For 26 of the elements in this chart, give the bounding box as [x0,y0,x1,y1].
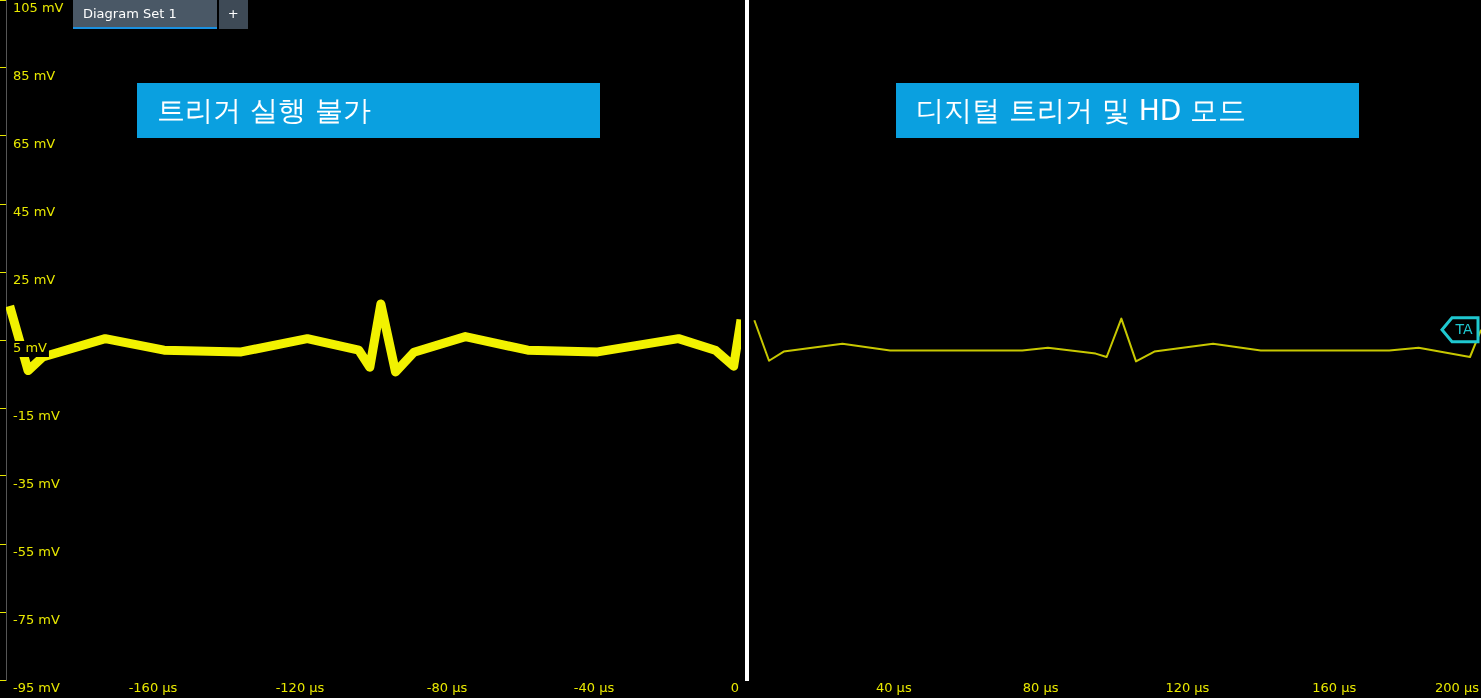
y-tick-label: 85 mV [13,68,56,84]
y-tick-label: -35 mV [13,476,61,492]
annotation: TA [1454,321,1473,338]
x-tick-label: 40 µs [875,680,912,696]
x-tick-label: -80 µs [426,680,468,696]
x-tick-label: 0 [730,680,740,696]
x-tick-label: 80 µs [1022,680,1059,696]
title-box: 트리거 실행 불가 [137,83,600,138]
title-box: 디지털 트리거 및 HD 모드 [896,83,1359,138]
annotation: Diagram Set 1 [73,0,217,29]
y-tick-label: 105 mV [13,0,64,16]
y-tick-label: -95 mV [13,680,61,696]
y-tick-label: 65 mV [13,136,56,152]
x-tick-label: 200 µs [1435,680,1480,696]
x-tick-label: 120 µs [1165,680,1210,696]
x-tick-label: -40 µs [573,680,615,696]
y-tick-label: 5 mV [13,340,48,356]
y-tick-label: 25 mV [13,272,56,288]
y-tick-label: -55 mV [13,544,61,560]
x-tick-label: -120 µs [275,680,325,696]
y-tick-label: -75 mV [13,612,61,628]
y-tick-label: 45 mV [13,204,56,220]
x-tick-label: 160 µs [1312,680,1357,696]
annotation: + [218,0,248,29]
x-tick-label: -160 µs [128,680,178,696]
y-tick-label: -15 mV [13,408,61,424]
